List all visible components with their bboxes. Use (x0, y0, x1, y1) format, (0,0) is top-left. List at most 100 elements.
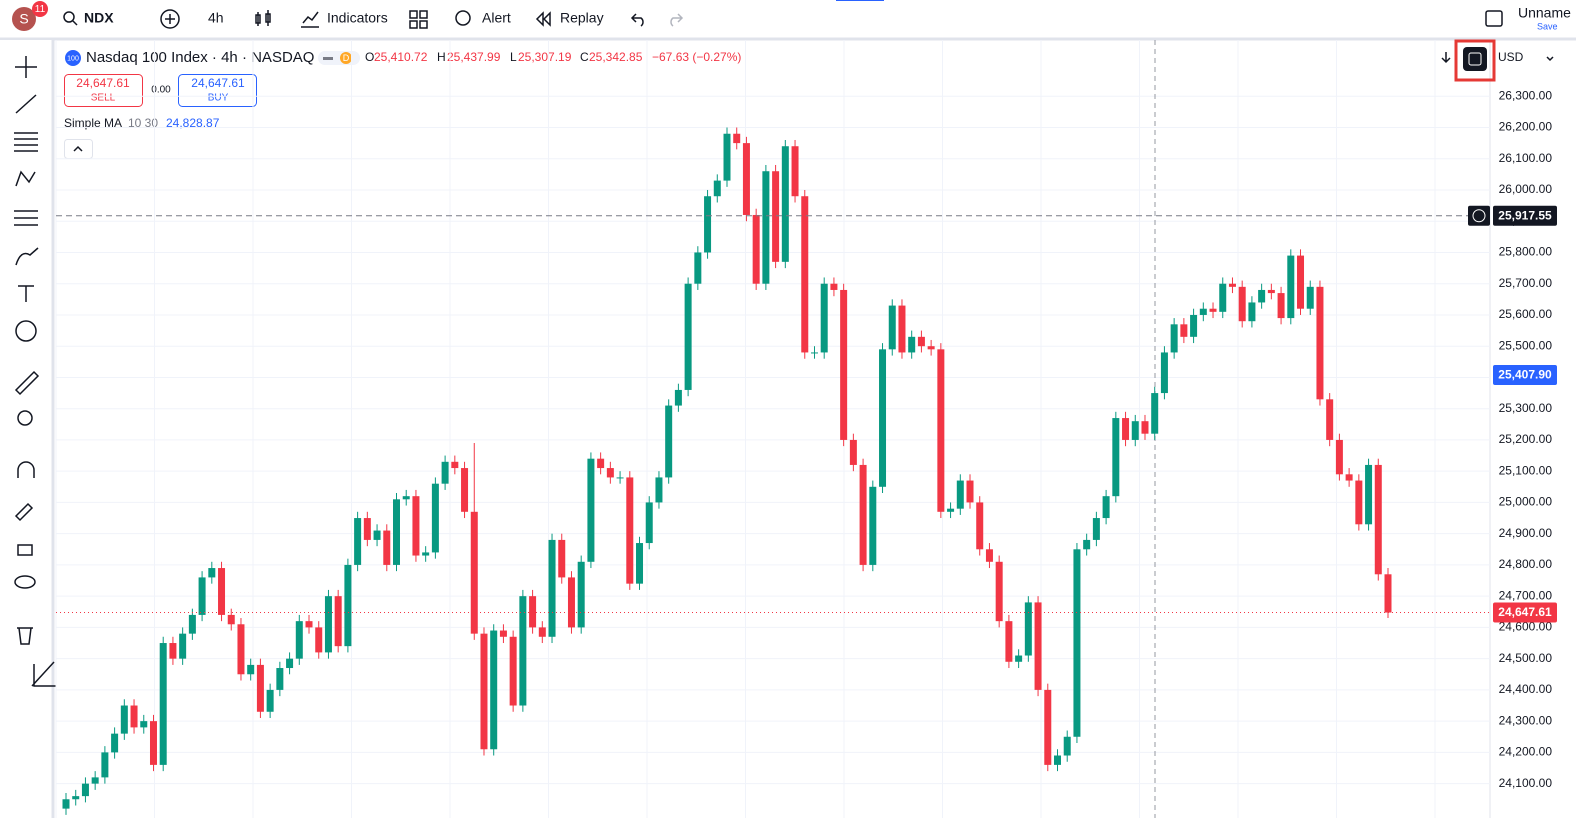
search-icon[interactable] (63, 11, 75, 23)
collapse-icon (73, 145, 83, 152)
y-tick-label: 25,300.00 (1499, 401, 1553, 415)
candle-body (626, 477, 634, 584)
currency[interactable]: USD (1498, 50, 1524, 64)
interval[interactable]: 4h (208, 10, 224, 26)
object-tree[interactable] (31, 661, 56, 687)
candle-body (1238, 286, 1246, 322)
zoom-tool[interactable] (17, 410, 33, 426)
candle-body (1170, 324, 1178, 353)
candle-body (645, 502, 653, 544)
lock-tool[interactable] (17, 544, 33, 556)
redo[interactable] (670, 13, 684, 27)
candle-body (529, 596, 537, 628)
layout-name[interactable]: Unname (1518, 5, 1571, 21)
candle-body (344, 564, 352, 647)
candle-body (742, 143, 750, 215)
y-tick-label: 25,600.00 (1499, 307, 1553, 321)
candle-body (1335, 439, 1343, 475)
c-label: C (580, 50, 589, 64)
candle-body (966, 480, 974, 503)
candle-body (179, 633, 187, 659)
candle-body (519, 596, 527, 706)
candle-body (898, 305, 906, 353)
indicator-params: 10 30 (128, 116, 158, 130)
drawing-tools (14, 56, 56, 687)
alert-icon[interactable] (455, 10, 471, 26)
symbol[interactable]: NDX (84, 10, 114, 26)
y-tick-label: 26,100.00 (1499, 151, 1553, 165)
y-tick-label: 24,100.00 (1499, 776, 1553, 790)
candle-body (636, 543, 644, 584)
o-label: O (365, 50, 374, 64)
emoji-tool[interactable] (15, 320, 37, 342)
prediction-tool[interactable] (14, 210, 38, 226)
crosshair-tool[interactable] (15, 56, 37, 78)
collapse-legend[interactable] (64, 139, 93, 159)
chart-type[interactable] (255, 10, 271, 26)
l-value: 25,307.19 (518, 50, 572, 64)
layouts[interactable] (409, 10, 428, 29)
y-tick-label: 24,200.00 (1499, 745, 1553, 759)
change: −67.63 (−0.27%) (652, 50, 741, 64)
magnet-tool[interactable] (17, 461, 35, 478)
undo[interactable] (630, 13, 644, 27)
candle-body (713, 180, 721, 197)
sell-button[interactable] (64, 74, 143, 107)
indicators-icon[interactable] (301, 11, 319, 28)
hide-tool[interactable] (14, 575, 36, 589)
replay-icon[interactable] (535, 11, 551, 27)
add-symbol[interactable] (160, 9, 180, 29)
candle-body (869, 486, 877, 565)
symbol-title[interactable]: Nasdaq 100 Index · 4h · NASDAQ (86, 49, 314, 66)
indicators[interactable]: Indicators (327, 10, 388, 26)
candle-body (655, 477, 663, 503)
candle-body (286, 658, 294, 669)
brush-tool[interactable] (15, 247, 39, 266)
y-tick-label: 26,200.00 (1499, 120, 1553, 134)
ruler-tool[interactable] (14, 370, 40, 396)
candle-body (1219, 283, 1227, 312)
buy-button[interactable] (178, 74, 257, 107)
candle-body (917, 336, 925, 347)
price-label: 25,917.55 (1498, 208, 1552, 222)
candle-body (1306, 286, 1314, 309)
session: D (343, 53, 350, 63)
avatar[interactable] (12, 7, 36, 31)
candle-body (1122, 418, 1130, 440)
candle-body (1034, 602, 1042, 690)
candle-body (247, 664, 255, 675)
sort-arrow[interactable] (1441, 52, 1451, 64)
candle-body (859, 464, 867, 565)
candle-body (169, 643, 177, 659)
candle-body (91, 777, 99, 784)
candle-body (1190, 314, 1198, 337)
candle-body (810, 352, 818, 354)
candle-body (1015, 655, 1023, 662)
replay[interactable]: Replay (560, 10, 604, 26)
fullscreen[interactable] (1485, 10, 1503, 27)
screenshot-icon (1468, 52, 1482, 66)
text-tool[interactable] (18, 285, 34, 302)
line-tool[interactable] (15, 94, 37, 114)
indicator-name[interactable]: Simple MA (64, 116, 122, 130)
y-tick-label: 25,500.00 (1499, 338, 1553, 352)
candle-body (315, 627, 323, 653)
candle-body (1199, 308, 1207, 315)
candle-body (616, 477, 624, 479)
stay-drawing[interactable] (14, 502, 34, 522)
fib-tool[interactable] (14, 132, 38, 152)
alert[interactable]: Alert (482, 10, 511, 26)
screenshot-button[interactable] (1463, 47, 1487, 71)
y-tick-label: 24,600.00 (1499, 620, 1553, 634)
candle-body (1092, 518, 1100, 540)
y-tick-label: 24,900.00 (1499, 526, 1553, 540)
save[interactable]: Save (1537, 21, 1558, 31)
candle-body (451, 461, 459, 469)
price-label: 24,647.61 (1498, 605, 1552, 619)
pattern-tool[interactable] (15, 170, 36, 187)
status-dash (323, 57, 333, 60)
remove-tool[interactable] (17, 627, 33, 645)
candle-body (111, 733, 119, 753)
add-alert-bg (1468, 205, 1490, 226)
